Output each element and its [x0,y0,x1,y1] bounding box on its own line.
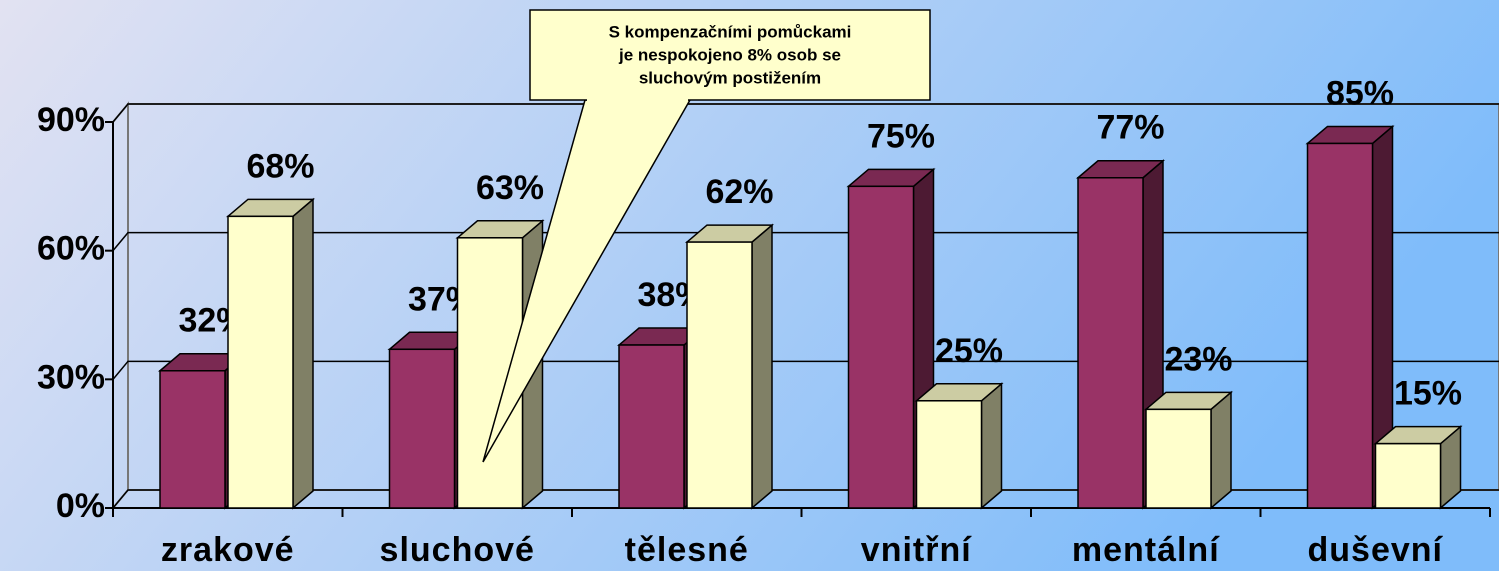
data-label: 63% [476,169,544,207]
x-tick-label: vnitřní [861,531,972,569]
bar-front [388,348,456,509]
data-label: 68% [246,147,314,185]
callout-text: S kompenzačními pomůckami [609,22,852,41]
plot-area: 0% 30% 60% 90% zrakové sluchové tělesné vnitřní… [37,74,1499,569]
x-tick-label: zrakové [161,531,295,569]
grid-line [112,103,1499,123]
y-tick-label: 0% [56,487,105,525]
data-label: 75% [867,117,935,155]
callout-text: sluchovým postižením [639,68,821,87]
bar-front [1374,442,1442,509]
callout-box [529,9,931,101]
bar-front [1077,177,1144,509]
bar-front [686,241,753,509]
data-label: 15% [1394,375,1462,413]
bar [1305,124,1395,510]
bar-side [1210,390,1232,510]
y-tick-label: 30% [37,358,105,396]
bar [684,223,775,510]
data-label: 85% [1326,74,1394,112]
callout: S kompenzačními pomůckami je nespokojeno… [482,9,931,463]
y-tick-label: 90% [37,101,105,139]
y-tick-label: 60% [37,230,105,268]
x-tick-label: tělesné [625,531,749,569]
data-label: 25% [935,332,1003,370]
bar [914,382,1004,510]
callout-text: je nespokojeno 8% osob se [618,45,841,64]
bar-front [1306,142,1374,509]
bar-side [980,382,1003,510]
x-tick-label: duševní [1308,531,1444,569]
bar-front [227,215,294,509]
bar-front [847,185,915,509]
bar-front [915,400,983,509]
bar-side [751,223,773,510]
x-tick-label: sluchové [380,531,535,569]
bar-side [292,197,314,510]
bar-front [618,344,685,509]
bar [1373,425,1463,510]
data-label: 62% [705,173,773,211]
grid-line [112,489,1499,509]
data-label: 23% [1164,340,1232,378]
grid-line [112,231,1499,252]
grid-line [112,360,1499,380]
bar-front [1145,408,1212,509]
bar [1143,390,1234,510]
bar-front [159,370,226,509]
bar [225,197,316,510]
data-label: 77% [1096,109,1164,147]
x-tick-label: mentální [1072,531,1220,569]
